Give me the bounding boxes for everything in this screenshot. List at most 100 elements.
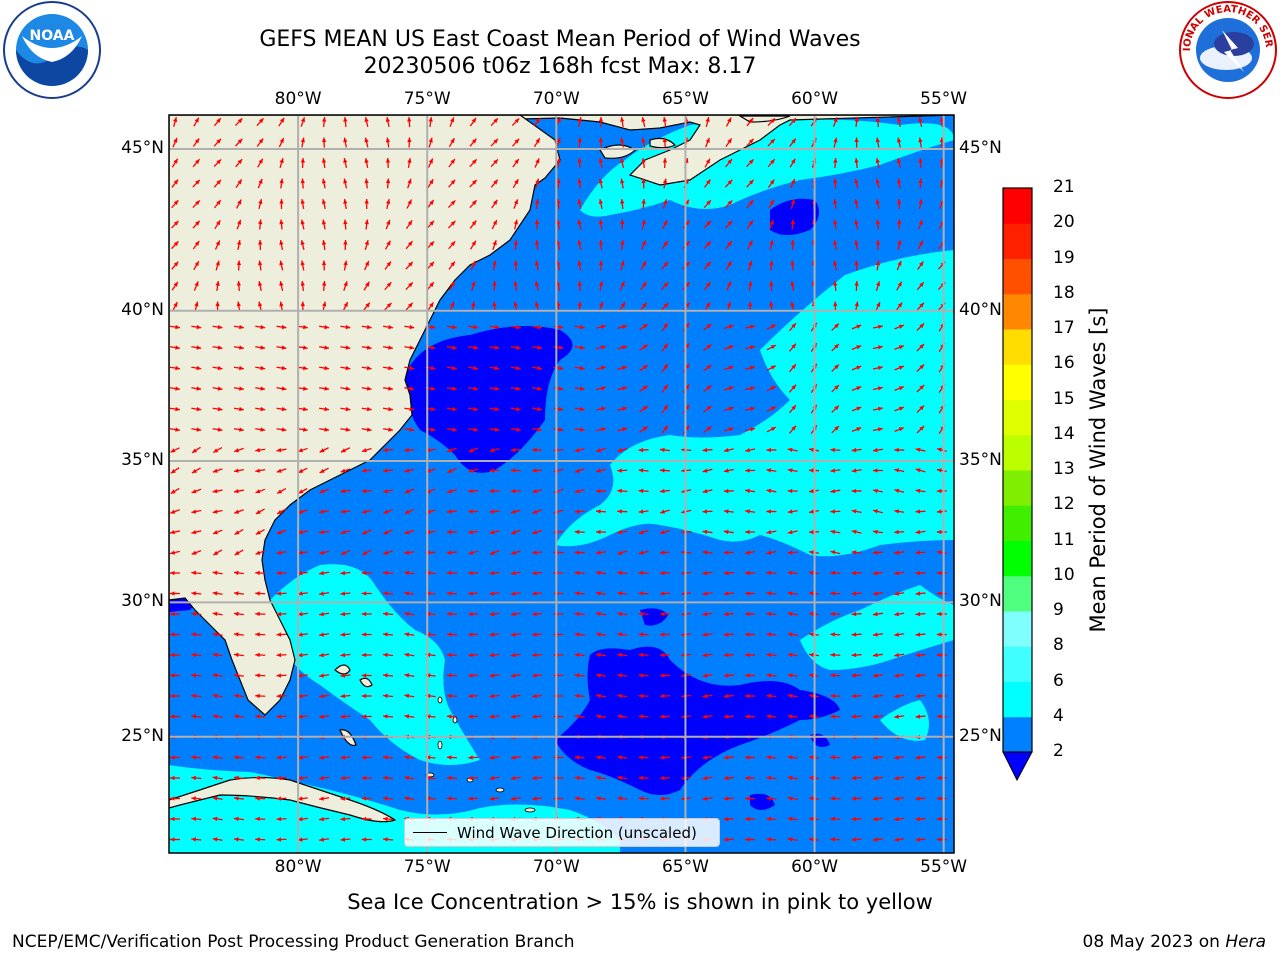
wave-arrow [872, 693, 883, 699]
wave-arrow [746, 158, 755, 168]
wave-arrow [936, 796, 947, 801]
wave-arrow [446, 488, 457, 494]
wave-arrow [659, 632, 670, 637]
wave-arrow [851, 427, 862, 432]
wave-arrow [787, 550, 798, 555]
wave-arrow [595, 755, 607, 760]
wave-arrow [404, 550, 415, 555]
wave-arrow [936, 632, 947, 637]
wave-arrow [894, 837, 905, 842]
wave-arrow [897, 239, 902, 251]
wave-arrow [659, 570, 670, 576]
wave-arrow [533, 137, 541, 148]
wave-arrow [382, 406, 394, 412]
wave-arrow [448, 137, 455, 148]
wave-arrow [212, 386, 223, 391]
wave-arrow [279, 219, 284, 230]
footer-host: Hera [1225, 932, 1266, 952]
wave-arrow [212, 365, 223, 371]
wave-arrow [916, 343, 925, 352]
wave-arrow [448, 240, 456, 250]
wave-arrow [787, 488, 798, 494]
wave-arrow [532, 673, 543, 678]
wave-arrow [255, 611, 266, 617]
wave-arrow [233, 632, 244, 637]
wave-arrow [553, 427, 564, 432]
wave-arrow [766, 488, 777, 494]
wave-arrow [875, 260, 881, 271]
wave-arrow [382, 673, 394, 678]
wave-arrow [745, 488, 756, 494]
wave-arrow [851, 755, 862, 760]
wave-arrow [426, 199, 435, 209]
wave-arrow [595, 386, 607, 391]
wave-arrow [340, 775, 351, 781]
wave-arrow [446, 509, 457, 514]
wave-arrow [534, 239, 540, 251]
wave-arrow [404, 570, 415, 576]
wave-arrow [212, 755, 223, 760]
wave-arrow [382, 345, 394, 350]
wave-arrow [170, 673, 180, 678]
wave-arrow [703, 364, 712, 372]
wave-arrow [361, 652, 372, 658]
wave-arrow [661, 363, 669, 373]
wave-arrow [724, 179, 733, 188]
wave-arrow [595, 796, 607, 801]
wave-arrow [659, 591, 670, 596]
wave-arrow [384, 281, 392, 291]
wave-arrow [385, 116, 391, 128]
wave-arrow [212, 406, 223, 412]
wave-arrow [830, 673, 841, 678]
wave-arrow [830, 468, 841, 473]
wave-arrow [236, 260, 242, 271]
wave-arrow [319, 673, 330, 678]
wave-arrow [255, 468, 266, 473]
wave-arrow [915, 755, 926, 760]
wave-arrow [872, 816, 883, 822]
wave-arrow [872, 386, 883, 391]
wave-arrow [620, 219, 625, 230]
wave-arrow [489, 406, 500, 412]
wave-arrow [468, 509, 479, 514]
wave-arrow [595, 345, 607, 350]
wave-arrow [723, 447, 734, 453]
wave-arrow [489, 530, 500, 535]
wave-arrow [915, 796, 926, 801]
wave-arrow [830, 550, 841, 555]
colorbar-tick-label: 21 [1053, 177, 1075, 197]
wave-arrow [790, 280, 795, 292]
wave-arrow [385, 219, 391, 230]
wave-arrow [340, 386, 351, 391]
wave-arrow [638, 591, 649, 596]
wave-arrow [788, 404, 797, 414]
wave-arrow [851, 509, 862, 514]
wave-arrow [705, 116, 710, 128]
wave-arrow [896, 137, 902, 148]
wave-arrow [255, 632, 266, 637]
wave-arrow [319, 406, 330, 412]
wave-arrow [490, 158, 499, 168]
wave-arrow [233, 488, 244, 494]
wave-arrow [723, 427, 734, 432]
lat-label-right: 30°N [959, 591, 1002, 612]
wave-arrow [255, 837, 266, 842]
wave-arrow [298, 467, 308, 474]
wave-arrow [170, 570, 180, 576]
wave-arrow [787, 837, 798, 842]
wave-arrow [851, 345, 862, 350]
wave-arrow [233, 611, 244, 617]
wave-arrow [191, 406, 202, 412]
wave-arrow [279, 178, 284, 189]
wave-arrow [385, 198, 391, 210]
wave-arrow [745, 611, 756, 617]
wave-arrow [212, 446, 223, 454]
wave-arrow [297, 796, 308, 801]
wave-arrow [897, 219, 902, 230]
wave-arrow [766, 570, 777, 576]
wave-arrow [574, 796, 585, 801]
wave-arrow [319, 591, 330, 596]
wave-arrow [276, 714, 287, 719]
wave-arrow [404, 673, 415, 678]
lon-label-top: 75°W [403, 89, 451, 109]
